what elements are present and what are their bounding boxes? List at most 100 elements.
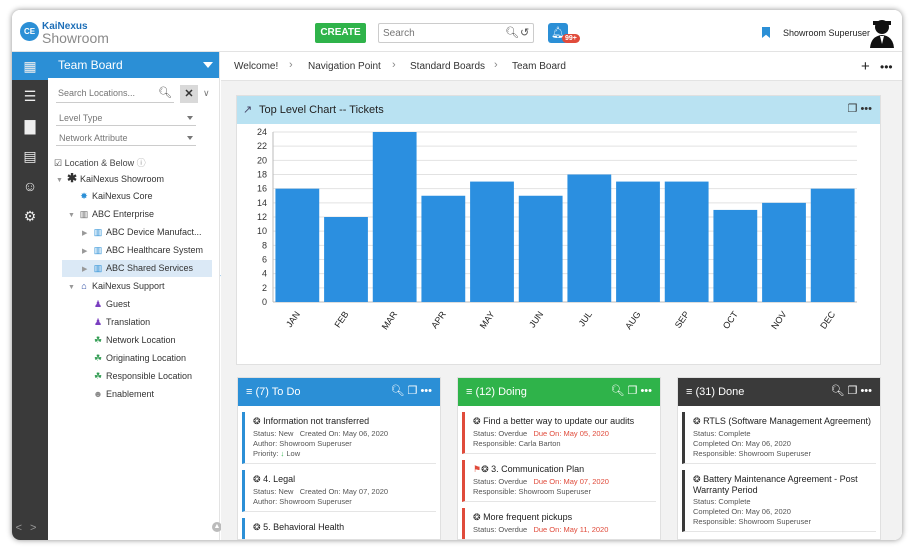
card-status: Status: Complete: [693, 497, 751, 506]
tree-node[interactable]: ✸ KaiNexus Core: [68, 188, 152, 205]
location-search-input[interactable]: [56, 85, 156, 101]
bar: [421, 195, 466, 302]
ticket-card[interactable]: ❂ 5. Behavioral Health: [242, 518, 436, 539]
level-type-select[interactable]: Level Type: [56, 110, 196, 126]
copy-icon[interactable]: ❐: [847, 103, 858, 115]
expand-caret-icon[interactable]: ▼: [56, 177, 63, 184]
more-options-icon[interactable]: •••: [860, 103, 872, 115]
ticket-card[interactable]: ❂ RTLS (Software Management Agreement) S…: [682, 412, 876, 464]
search-icon[interactable]: 🔍︎: [610, 385, 625, 397]
tree-node[interactable]: ☻ Enablement: [92, 386, 154, 403]
ticket-card[interactable]: ⚑❂ 3. Communication Plan Status: Overdue…: [462, 460, 656, 502]
location-search[interactable]: 🔍︎: [56, 85, 174, 103]
tree-node[interactable]: ♟ Guest: [92, 296, 130, 313]
network-attribute-select[interactable]: Network Attribute: [56, 130, 196, 146]
settings-gear-icon[interactable]: ⚙: [23, 208, 37, 224]
tree-node[interactable]: ▶ ▥ ABC Healthcare System: [82, 242, 203, 259]
search-icon[interactable]: 🔍︎: [390, 385, 405, 397]
search-input[interactable]: [379, 24, 499, 42]
bar: [810, 188, 855, 302]
building-icon: ▥: [79, 209, 89, 219]
tree-node-label: Network Location: [106, 335, 176, 345]
create-button[interactable]: CREATE: [315, 23, 366, 43]
copy-icon[interactable]: ❐: [627, 385, 638, 397]
tree-node-label: ABC Shared Services: [106, 263, 194, 273]
user-name[interactable]: Showroom Superuser: [783, 28, 871, 38]
add-icon[interactable]: +: [861, 58, 870, 75]
chart-icon[interactable]: ▇: [24, 118, 36, 134]
more-options-icon[interactable]: •••: [860, 385, 872, 397]
tree-node[interactable]: ▼ ⌂ KaiNexus Support: [68, 278, 165, 295]
rail-collapse-arrows[interactable]: <>: [15, 522, 45, 534]
apps-grid-icon[interactable]: ▦: [12, 52, 48, 80]
ticket-card[interactable]: ❂ 4. Legal Status: New Created On: May 0…: [242, 470, 436, 512]
tree-node-label: KaiNexus Support: [92, 281, 165, 291]
card-title: 4. Legal: [263, 474, 296, 484]
clear-search-button[interactable]: ✕: [180, 85, 198, 103]
y-tick-label: 0: [262, 297, 267, 307]
card-title: Battery Maintenance Agreement - Post War…: [693, 474, 858, 495]
expand-caret-icon[interactable]: ▼: [68, 284, 75, 291]
avatar[interactable]: [869, 18, 895, 48]
dropdown-caret-icon: [187, 116, 193, 120]
breadcrumb: Welcome! › Navigation Point › Standard B…: [221, 52, 902, 81]
calendar-icon[interactable]: ▤: [23, 148, 37, 164]
history-icon[interactable]: ↺: [520, 27, 530, 39]
copy-icon[interactable]: ❐: [407, 385, 418, 397]
breadcrumb-item[interactable]: Navigation Point: [308, 61, 381, 72]
building-blue-icon: ▥: [93, 227, 103, 237]
scroll-up-button[interactable]: ▲: [212, 522, 222, 532]
board-selector[interactable]: Team Board: [48, 52, 219, 78]
tree-node[interactable]: ▶ ▥ ABC Device Manufact...: [82, 224, 202, 241]
logo-mark: CE: [20, 22, 39, 41]
global-search[interactable]: 🔍︎ ↺: [378, 23, 534, 43]
ticket-card[interactable]: ❂ Information not transferred Status: Ne…: [242, 412, 436, 464]
column-header: ≡ (7) To Do 🔍︎ ❐ •••: [238, 378, 440, 406]
tree-node[interactable]: ☘ Network Location: [92, 332, 176, 349]
card-completed-date: Completed On: May 06, 2020: [693, 439, 791, 448]
notification-badge: 99+: [562, 34, 580, 43]
card-responsible: Responsible: Showroom Superuser: [693, 449, 811, 458]
flag-icon: ⚑: [473, 464, 482, 474]
more-options-icon[interactable]: •••: [420, 385, 432, 397]
expand-caret-icon[interactable]: ▶: [82, 248, 88, 255]
tree-node-selected[interactable]: ▶ ▥ ABC Shared Services: [62, 260, 212, 277]
y-tick-label: 14: [257, 198, 267, 208]
ticket-card[interactable]: ❂ Find a better way to update our audits…: [462, 412, 656, 454]
bar: [324, 217, 368, 302]
card-title: Find a better way to update our audits: [483, 416, 635, 426]
location-below-checkbox[interactable]: ☑ Location & Below ⓘ: [54, 156, 146, 169]
tree-node[interactable]: ▼ ▥ ABC Enterprise: [68, 206, 154, 223]
search-icon[interactable]: 🔍︎: [505, 27, 519, 39]
tree-node[interactable]: ☘ Responsible Location: [92, 368, 192, 385]
group-icon: ☻: [93, 389, 103, 399]
collapse-filters-icon[interactable]: ∨: [203, 88, 210, 98]
chart-panel-header: ↗ Top Level Chart -- Tickets ❐ •••: [237, 96, 880, 124]
chevron-down-icon[interactable]: [203, 62, 213, 68]
expand-caret-icon[interactable]: ▶: [82, 266, 88, 273]
tree-node[interactable]: ▼ ✱ KaiNexus Showroom: [56, 170, 164, 187]
expand-caret-icon[interactable]: ▶: [82, 230, 88, 237]
search-icon[interactable]: 🔍︎: [158, 87, 172, 99]
expand-caret-icon[interactable]: ▼: [68, 212, 75, 219]
breadcrumb-item[interactable]: Team Board: [512, 61, 566, 72]
breadcrumb-item[interactable]: Standard Boards: [410, 61, 486, 72]
copy-icon[interactable]: ❐: [847, 385, 858, 397]
bookmark-icon[interactable]: [762, 27, 770, 38]
tree-node[interactable]: ☘ Originating Location: [92, 350, 186, 367]
ticket-card[interactable]: ❂ Battery Maintenance Agreement - Post W…: [682, 470, 876, 532]
x-tick-label: FEB: [332, 309, 350, 329]
info-icon[interactable]: ⓘ: [136, 158, 146, 168]
breadcrumb-item[interactable]: Welcome!: [234, 61, 279, 72]
people-icon[interactable]: ☺: [22, 178, 38, 194]
y-tick-label: 8: [262, 240, 267, 250]
card-responsible: Responsible: Showroom Superuser: [693, 517, 811, 526]
checkbox-checked-icon[interactable]: ☑: [54, 158, 63, 168]
more-options-icon[interactable]: •••: [880, 60, 893, 74]
search-icon[interactable]: 🔍︎: [830, 385, 845, 397]
list-icon[interactable]: ☰: [23, 88, 37, 104]
logo[interactable]: CE KaiNexus Showroom: [20, 18, 116, 46]
ticket-card[interactable]: ❂ More frequent pickups Status: Overdue …: [462, 508, 656, 539]
more-options-icon[interactable]: •••: [640, 385, 652, 397]
tree-node[interactable]: ♟ Translation: [92, 314, 150, 331]
